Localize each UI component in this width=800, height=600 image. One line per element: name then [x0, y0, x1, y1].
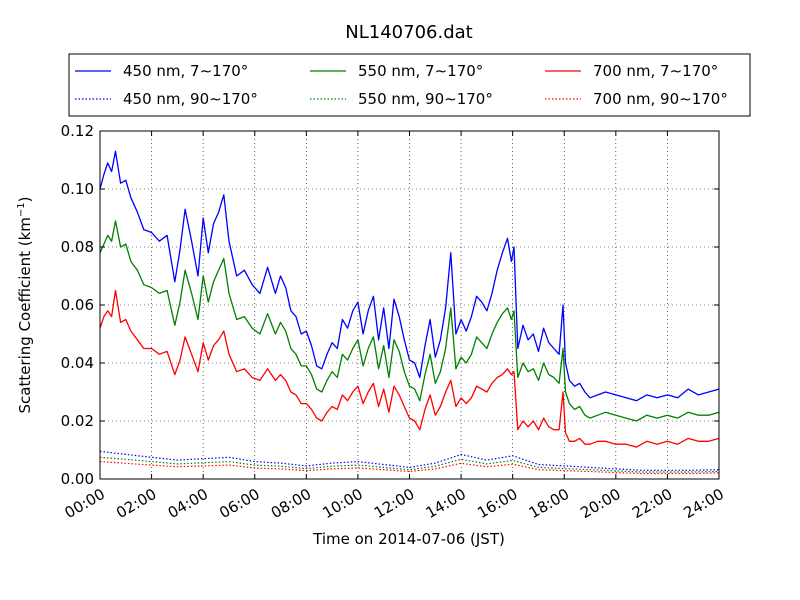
series-line-6 [99, 461, 720, 475]
y-axis-label-close: ) [16, 196, 34, 202]
x-tick-label: 24:00 [681, 485, 727, 522]
y-tick-label: 0.10 [61, 180, 94, 198]
y-tick-label: 0.06 [61, 296, 94, 314]
grid [100, 131, 719, 479]
y-tick-label: 0.02 [61, 412, 94, 430]
x-axis-label: Time on 2014-07-06 (JST) [312, 530, 505, 548]
x-tick-label: 18:00 [526, 485, 572, 522]
y-tick-label: 0.00 [61, 470, 94, 488]
y-tick-label: 0.08 [61, 238, 94, 256]
legend-frame [68, 53, 751, 117]
series-line-4 [99, 450, 720, 471]
x-tick-label: 06:00 [216, 485, 262, 522]
y-axis-label: Scattering Coefficient (km−1) [16, 196, 34, 413]
x-tick-label: 20:00 [577, 485, 623, 522]
ticks [99, 130, 720, 480]
legend-label-1: 450 nm, 7∼170° [123, 62, 248, 80]
x-tick-label: 04:00 [165, 485, 211, 522]
legend: 450 nm, 7∼170° 550 nm, 7∼170° 700 nm, 7∼17… [68, 53, 751, 117]
legend-label-3: 700 nm, 7∼170° [593, 62, 718, 80]
legend-label-2: 550 nm, 7∼170° [358, 62, 483, 80]
y-axis-label-main: Scattering Coefficient (km [16, 217, 34, 413]
x-tick-label: 00:00 [62, 485, 108, 522]
y-axis-label-exponent: −1 [16, 202, 27, 217]
series-line-2 [99, 220, 720, 422]
x-tick-label: 10:00 [319, 485, 365, 522]
x-tick-label: 08:00 [268, 485, 314, 522]
legend-label-4: 450 nm, 90∼170° [123, 90, 258, 108]
x-tick-label: 16:00 [474, 485, 520, 522]
series-line-3 [99, 289, 720, 448]
legend-label-5: 550 nm, 90∼170° [358, 90, 493, 108]
chart-title: NL140706.dat [345, 22, 472, 43]
y-tick-label: 0.12 [61, 122, 94, 140]
legend-label-6: 700 nm, 90∼170° [593, 90, 728, 108]
series-line-1 [99, 150, 720, 402]
x-tick-label: 02:00 [113, 485, 159, 522]
y-tick-label: 0.04 [61, 354, 94, 372]
x-tick-label: 22:00 [629, 485, 675, 522]
x-tick-label: 14:00 [423, 485, 469, 522]
x-tick-label: 12:00 [371, 485, 417, 522]
series-layer [99, 150, 720, 475]
